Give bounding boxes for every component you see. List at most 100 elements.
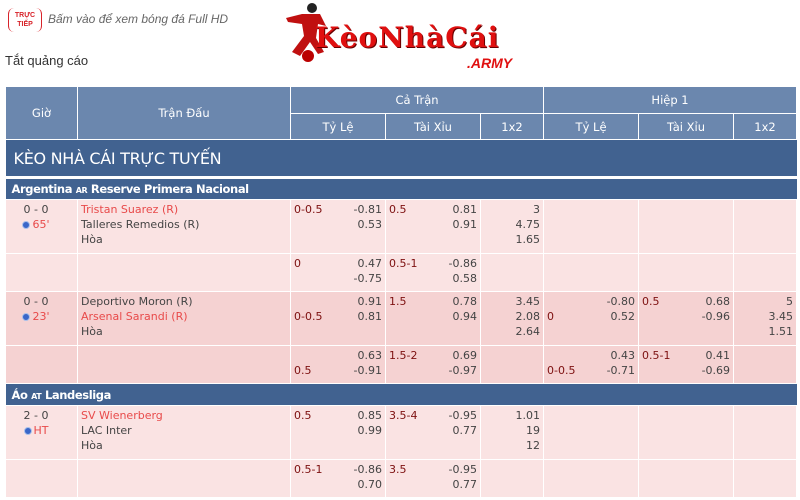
over-under-cell[interactable]: 1.5 0.78 0.94 [385, 291, 481, 346]
odds-1x2-value[interactable]: 3.45 [515, 295, 541, 308]
h1-over-under-cell[interactable] [638, 459, 735, 498]
live-badge-icon[interactable]: TRỰC TIẾP [8, 8, 42, 32]
odds-line-value[interactable]: 1.5-2 [389, 349, 418, 362]
h1-1x2-cell[interactable]: 5 3.45 1.51 [733, 291, 798, 346]
team-name[interactable]: Arsenal Sarandi (R) [81, 310, 188, 323]
odds-line-value[interactable]: 3.5-4 [389, 409, 418, 422]
odds-value[interactable]: 0.77 [452, 424, 478, 437]
odds-value[interactable]: -0.80 [606, 295, 636, 308]
odds-1x2-value[interactable]: 2.08 [515, 310, 541, 323]
odds-line-value[interactable]: 0-0.5 [294, 203, 323, 216]
odds-value[interactable]: -0.86 [353, 463, 382, 476]
odds-value[interactable]: -0.97 [448, 364, 477, 377]
league-header[interactable]: Áo AT Landesliga [5, 383, 797, 406]
odds-value[interactable]: 0.81 [452, 203, 478, 216]
draw-label[interactable]: Hòa [81, 233, 103, 246]
odds-value[interactable]: -0.96 [701, 310, 731, 323]
odds-line-value[interactable]: 0 [294, 257, 301, 270]
handicap-cell[interactable]: 0-0.5 0.91 0.81 [290, 291, 386, 346]
h1-handicap-cell[interactable] [543, 253, 640, 292]
odds-line-value[interactable]: 0.5 [389, 203, 407, 216]
h1-over-under-cell[interactable]: 0.5 0.68 -0.96 [638, 291, 735, 346]
odds-1x2-value[interactable]: 4.75 [515, 218, 541, 231]
team-name[interactable]: SV Wienerberg [81, 409, 163, 422]
odds-1x2-value[interactable]: 3 [533, 203, 541, 216]
odds-value[interactable]: 0.81 [357, 310, 383, 323]
odds-value[interactable]: 0.43 [610, 349, 636, 362]
odds-value[interactable]: 0.68 [705, 295, 731, 308]
handicap-cell[interactable]: 0.5 0.63 -0.91 [290, 345, 386, 384]
h1-handicap-cell[interactable]: 0 -0.80 0.52 [543, 291, 640, 346]
h1-over-under-cell[interactable] [638, 199, 735, 254]
odds-1x2-value[interactable]: 19 [526, 424, 541, 437]
over-under-cell[interactable]: 0.5 0.81 0.91 [385, 199, 481, 254]
team-name[interactable]: Talleres Remedios (R) [81, 218, 200, 231]
odds-value[interactable]: 0.47 [357, 257, 383, 270]
over-under-cell[interactable]: 3.5 -0.95 0.77 [385, 459, 481, 498]
h1-1x2-cell[interactable] [733, 345, 798, 384]
odds-1x2-value[interactable]: 3.45 [768, 310, 794, 323]
odds-value[interactable]: 0.63 [357, 349, 383, 362]
odds-value[interactable]: 0.78 [452, 295, 478, 308]
odds-line-value[interactable]: 0.5-1 [294, 463, 323, 476]
1x2-cell[interactable]: 3.45 2.08 2.64 [479, 291, 545, 346]
live-indicator-icon[interactable] [23, 427, 32, 435]
handicap-cell[interactable]: 0.5-1 -0.86 0.70 [290, 459, 386, 498]
odds-value[interactable]: -0.71 [606, 364, 636, 377]
odds-value[interactable]: 0.91 [452, 218, 478, 231]
1x2-cell[interactable]: 1.01 19 12 [479, 405, 545, 460]
odds-line-value[interactable]: 0.5-1 [389, 257, 418, 270]
odds-value[interactable]: -0.75 [353, 272, 382, 285]
odds-1x2-value[interactable]: 5 [786, 295, 794, 308]
odds-value[interactable]: -0.91 [353, 364, 382, 377]
h1-1x2-cell[interactable] [733, 253, 798, 292]
disable-ads-link[interactable]: Tắt quảng cáo [5, 53, 89, 68]
odds-line-value[interactable]: 0.5 [294, 364, 312, 377]
over-under-cell[interactable]: 0.5-1 -0.86 0.58 [385, 253, 481, 292]
h1-handicap-cell[interactable] [543, 405, 640, 460]
odds-value[interactable]: 0.99 [357, 424, 383, 437]
handicap-cell[interactable]: 0 0.47 -0.75 [290, 253, 386, 292]
live-indicator-icon[interactable] [22, 313, 31, 321]
team-name[interactable]: Deportivo Moron (R) [81, 295, 193, 308]
odds-value[interactable]: -0.81 [353, 203, 382, 216]
odds-1x2-value[interactable]: 1.01 [515, 409, 541, 422]
odds-line-value[interactable]: 1.5 [389, 295, 407, 308]
live-stream-link[interactable]: Bấm vào để xem bóng đá Full HD [48, 12, 229, 26]
live-indicator-icon[interactable] [22, 221, 31, 229]
odds-1x2-value[interactable]: 1.65 [515, 233, 541, 246]
1x2-cell[interactable] [479, 253, 545, 292]
team-name[interactable]: Tristan Suarez (R) [81, 203, 179, 216]
h1-handicap-cell[interactable]: 0-0.5 0.43 -0.71 [543, 345, 640, 384]
handicap-cell[interactable]: 0-0.5 -0.81 0.53 [290, 199, 386, 254]
h1-over-under-cell[interactable] [638, 405, 735, 460]
team-name[interactable]: LAC Inter [81, 424, 132, 437]
h1-1x2-cell[interactable] [733, 459, 798, 498]
odds-value[interactable]: 0.53 [357, 218, 383, 231]
h1-over-under-cell[interactable] [638, 253, 735, 292]
handicap-cell[interactable]: 0.5 0.85 0.99 [290, 405, 386, 460]
odds-1x2-value[interactable]: 1.51 [768, 325, 794, 338]
odds-line-value[interactable]: 0-0.5 [294, 310, 323, 323]
over-under-cell[interactable]: 3.5-4 -0.95 0.77 [385, 405, 481, 460]
h1-over-under-cell[interactable]: 0.5-1 0.41 -0.69 [638, 345, 735, 384]
1x2-cell[interactable] [479, 345, 545, 384]
odds-value[interactable]: -0.86 [448, 257, 477, 270]
odds-value[interactable]: -0.69 [701, 364, 731, 377]
odds-1x2-value[interactable]: 2.64 [515, 325, 541, 338]
site-logo[interactable]: KèoNhàCái .ARMY [275, 0, 535, 72]
odds-value[interactable]: 0.58 [452, 272, 478, 285]
draw-label[interactable]: Hòa [81, 325, 103, 338]
odds-value[interactable]: -0.95 [448, 463, 477, 476]
odds-line-value[interactable]: 0.5 [294, 409, 312, 422]
odds-line-value[interactable]: 0-0.5 [547, 364, 576, 377]
odds-line-value[interactable]: 3.5 [389, 463, 407, 476]
odds-value[interactable]: 0.91 [357, 295, 383, 308]
odds-value[interactable]: 0.85 [357, 409, 383, 422]
odds-value[interactable]: 0.94 [452, 310, 478, 323]
odds-value[interactable]: 0.41 [705, 349, 731, 362]
1x2-cell[interactable]: 3 4.75 1.65 [479, 199, 545, 254]
1x2-cell[interactable] [479, 459, 545, 498]
odds-value[interactable]: -0.95 [448, 409, 477, 422]
draw-label[interactable]: Hòa [81, 439, 103, 452]
